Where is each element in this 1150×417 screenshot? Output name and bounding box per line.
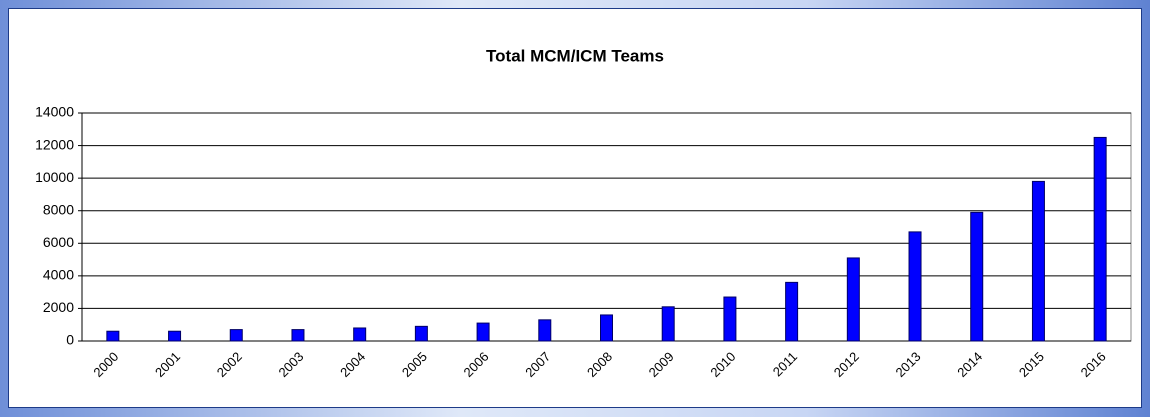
x-tick-label: 2004 (337, 349, 368, 380)
chart-title: Total MCM/ICM Teams (486, 46, 664, 65)
bar (1031, 180, 1045, 342)
y-tick-label: 4000 (43, 267, 74, 283)
x-tick-label: 2013 (893, 349, 924, 380)
y-tick-label: 10000 (35, 169, 74, 185)
bar (1093, 136, 1107, 342)
bar (106, 330, 120, 342)
bar (846, 257, 860, 342)
bar (908, 231, 922, 342)
x-tick-label: 2001 (152, 349, 183, 380)
bar (538, 319, 552, 342)
x-tick-label: 2006 (461, 349, 492, 380)
bar (600, 314, 613, 342)
x-tick-label: 2002 (214, 349, 245, 380)
bar (785, 281, 799, 342)
y-tick-label: 8000 (43, 201, 74, 217)
bar (723, 296, 737, 342)
x-tick-label: 2000 (90, 349, 121, 380)
x-tick-label: 2005 (399, 349, 430, 380)
bar (168, 330, 182, 342)
bar (970, 211, 984, 342)
x-tick-label: 2011 (770, 349, 800, 379)
y-tick-label: 0 (66, 332, 74, 348)
bar (229, 329, 243, 342)
y-tick-label: 2000 (43, 299, 74, 315)
bar (476, 322, 490, 342)
x-tick-label: 2009 (646, 349, 677, 380)
bar (414, 325, 428, 342)
x-tick-label: 2007 (522, 349, 553, 380)
x-tick-label: 2008 (584, 349, 615, 380)
x-tick-label: 2010 (707, 349, 738, 380)
y-tick-label: 14000 (35, 104, 74, 120)
bar (353, 327, 367, 342)
x-tick-label: 2016 (1078, 349, 1109, 380)
y-tick-label: 12000 (35, 136, 74, 152)
x-tick-label: 2012 (831, 349, 862, 380)
bar (291, 329, 305, 342)
bar (661, 306, 675, 342)
y-tick-label: 6000 (43, 234, 74, 250)
x-tick-label: 2014 (954, 349, 985, 380)
x-tick-label: 2003 (275, 349, 306, 380)
x-tick-label: 2015 (1016, 349, 1047, 380)
